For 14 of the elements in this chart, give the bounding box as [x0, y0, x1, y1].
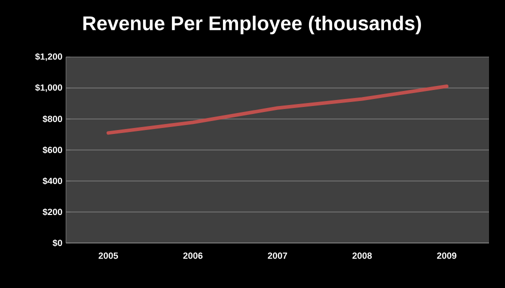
y-tick-label: $1,200: [35, 52, 62, 62]
y-tick-label: $1,000: [35, 84, 62, 92]
x-tick-label: 2006: [183, 252, 203, 259]
x-tick-label: 2005: [98, 252, 118, 259]
y-tick-label: $0: [52, 239, 62, 247]
chart-title: Revenue Per Employee (thousands): [83, 16, 421, 34]
x-tick-label: 2009: [437, 252, 456, 259]
line-series: [106, 84, 448, 135]
x-tick-label: 2007: [268, 252, 288, 259]
x-tick-label: 2008: [352, 252, 372, 259]
y-tick-label: $800: [42, 115, 62, 123]
y-tick-label: $200: [42, 208, 62, 216]
y-tick-label: $400: [42, 177, 62, 185]
y-tick-label: $600: [42, 146, 62, 154]
